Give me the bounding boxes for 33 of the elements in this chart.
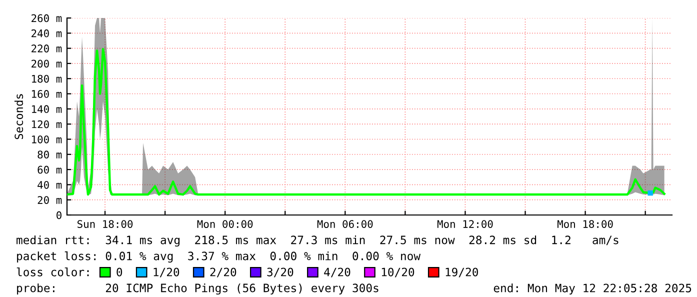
legend-label: 1/20 — [154, 268, 180, 278]
legend-label: 10/20 — [382, 268, 414, 278]
text: loss color: — [16, 267, 89, 276]
y-tick-label: 240 m — [32, 29, 62, 38]
y-tick-label: 180 m — [32, 74, 62, 83]
y-tick-label: 160 m — [32, 90, 62, 98]
y-tick-label: 120 m — [32, 120, 62, 128]
y-axis-title: Seconds — [14, 94, 24, 140]
y-tick-label: 100 m — [32, 135, 62, 144]
y-tick-label: 260 m — [32, 14, 62, 22]
y-tick-label: 220 m — [32, 44, 62, 52]
x-tick-label: Sun 18:00 — [78, 220, 133, 228]
y-tick-label: 200 m — [32, 60, 62, 68]
legend-label: 3/20 — [267, 268, 294, 278]
text: end: Mon May 12 22:05:28 2025 — [494, 284, 692, 295]
legend-label: 19/20 — [446, 268, 478, 278]
legend-label: 4/20 — [324, 268, 350, 278]
x-tick-label: Mon 12:00 — [437, 220, 493, 228]
text: median rtt: 34.1 ms avg 218.5 ms max 27.3 ms min 27.5 ms now 28.2 ms sd 1.2 am/s — [16, 235, 618, 247]
y-tick-label: 60 m — [38, 166, 62, 174]
y-tick-label: 40 m — [38, 180, 62, 189]
x-tick-label: Mon 00:00 — [197, 220, 253, 228]
line-series — [67, 48, 666, 196]
x-tick-label: Mon 06:00 — [317, 220, 373, 228]
y-tick-label: 0 — [56, 211, 62, 220]
y-tick-label: 80 m — [38, 150, 62, 159]
text: probe: 20 ICMP Echo Pings (56 Bytes) every 300s — [17, 283, 378, 295]
y-tick-label: 140 m — [32, 105, 62, 114]
text: packet loss: 0.01 % avg 3.37 % max 0.00 % min 0.00 % now — [17, 251, 421, 263]
x-tick-label: Mon 18:00 — [558, 220, 613, 228]
y-tick-label: 20 m — [38, 196, 62, 204]
legend-label: 0 — [116, 268, 122, 276]
legend-label: 2/20 — [210, 268, 236, 278]
